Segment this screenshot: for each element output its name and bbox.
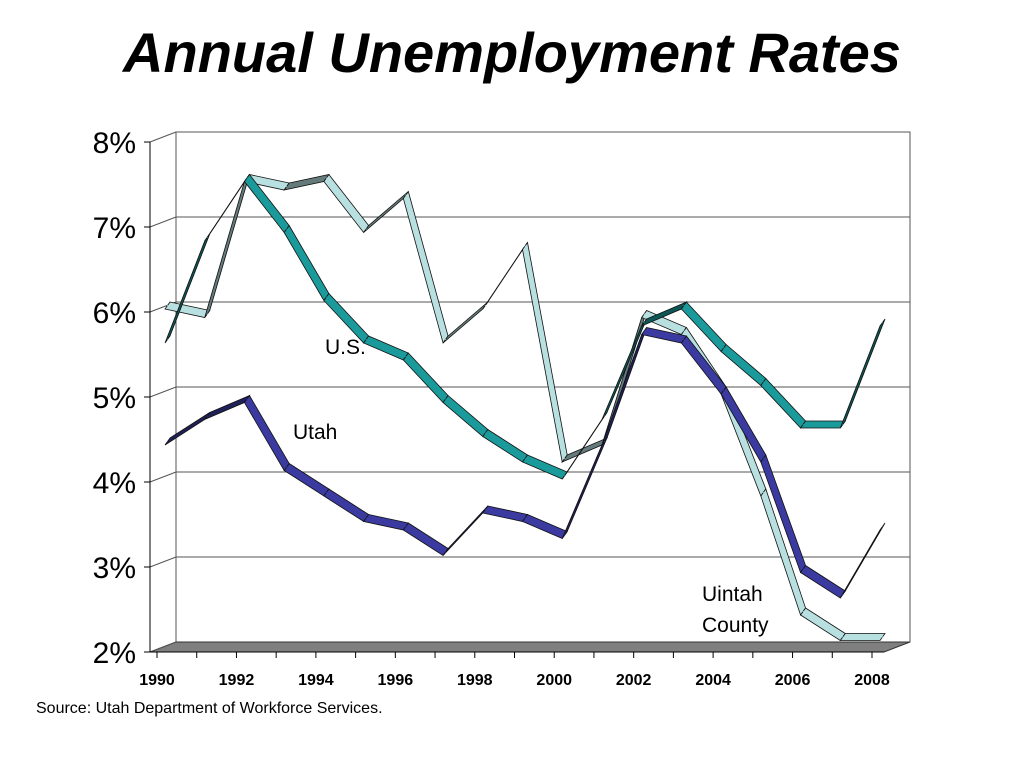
y-tick-label: 3% bbox=[93, 552, 136, 585]
series-point bbox=[286, 228, 288, 230]
series-point bbox=[842, 594, 844, 595]
chart-title: Annual Unemployment Rates bbox=[123, 21, 901, 84]
series-point bbox=[445, 398, 447, 400]
series-point bbox=[445, 551, 447, 553]
series-point bbox=[325, 492, 327, 493]
series-point bbox=[842, 636, 844, 638]
series-point bbox=[325, 177, 327, 179]
x-tick-label: 2004 bbox=[695, 672, 731, 689]
series-point bbox=[484, 509, 486, 510]
x-tick-label: 2000 bbox=[536, 672, 572, 689]
series-point bbox=[842, 424, 844, 425]
series-point bbox=[564, 534, 566, 536]
series-point bbox=[484, 305, 486, 306]
series-point bbox=[643, 322, 645, 323]
gridline-depth bbox=[149, 556, 177, 568]
x-tick-label: 1990 bbox=[139, 672, 175, 689]
gridline-depth bbox=[149, 641, 177, 653]
x-tick-label: 1994 bbox=[298, 672, 334, 689]
series-label: U.S. bbox=[325, 336, 366, 359]
series-label: County bbox=[702, 614, 769, 637]
x-tick-label: 2006 bbox=[775, 672, 811, 689]
series-segment bbox=[799, 420, 847, 429]
series-point bbox=[524, 517, 526, 519]
series-point bbox=[206, 415, 208, 417]
y-tick-label: 7% bbox=[93, 212, 136, 245]
line-chart: 2% 3% 4% 5% 6% 7% 8% 1990 1992 1994 1996 1998 2000 20… bbox=[93, 127, 911, 689]
gridline-depth bbox=[149, 131, 177, 143]
series-point bbox=[405, 356, 407, 357]
series-point bbox=[365, 339, 367, 340]
x-tick-label: 2002 bbox=[616, 672, 652, 689]
series-point bbox=[643, 330, 645, 332]
series-point bbox=[167, 339, 168, 340]
x-tick-label: 1998 bbox=[457, 672, 493, 689]
gridline-depth bbox=[149, 216, 177, 228]
series-point bbox=[246, 177, 248, 179]
series-point bbox=[564, 475, 566, 476]
y-tick-label: 4% bbox=[93, 467, 136, 500]
y-tick-label: 6% bbox=[93, 297, 136, 330]
series-segment bbox=[839, 522, 886, 599]
series-point bbox=[802, 568, 804, 570]
series-label: Uintah bbox=[702, 583, 763, 606]
series-point bbox=[802, 424, 804, 425]
series-point bbox=[564, 458, 566, 459]
series-point bbox=[325, 296, 327, 298]
y-tick-label: 8% bbox=[93, 127, 136, 160]
x-tick-label: 2008 bbox=[854, 672, 890, 689]
series-point bbox=[723, 347, 725, 349]
series-point bbox=[882, 322, 883, 323]
series-segment bbox=[839, 633, 886, 641]
series-point bbox=[524, 245, 526, 247]
series-point bbox=[524, 458, 526, 459]
series-point bbox=[167, 305, 168, 306]
x-tick-label: 1996 bbox=[378, 672, 414, 689]
series-point bbox=[683, 305, 685, 306]
series-point bbox=[167, 441, 168, 442]
y-tick-label: 5% bbox=[93, 382, 136, 415]
series-point bbox=[445, 339, 447, 340]
series-point bbox=[286, 186, 288, 187]
series-point bbox=[365, 517, 367, 519]
series-point bbox=[762, 458, 764, 459]
series-point bbox=[882, 636, 883, 638]
series-point bbox=[723, 390, 725, 391]
x-tick-label: 1992 bbox=[219, 672, 255, 689]
series-point bbox=[643, 313, 645, 315]
source-note: Source: Utah Department of Workforce Ser… bbox=[36, 700, 383, 717]
series-point bbox=[762, 381, 764, 383]
series-point bbox=[206, 237, 208, 238]
plot-floor bbox=[149, 641, 911, 653]
series-point bbox=[286, 466, 288, 468]
gridline-depth bbox=[149, 386, 177, 398]
gridline-depth bbox=[149, 471, 177, 483]
series-segment bbox=[839, 318, 886, 429]
series-point bbox=[603, 415, 605, 417]
series-point bbox=[405, 526, 407, 527]
series-point bbox=[802, 611, 804, 612]
series-point bbox=[405, 194, 407, 196]
y-tick-label: 2% bbox=[93, 637, 136, 670]
series-point bbox=[683, 330, 685, 332]
series-point bbox=[206, 313, 208, 315]
series-point bbox=[365, 228, 367, 230]
series-point bbox=[603, 441, 605, 442]
series-point bbox=[882, 526, 883, 527]
series-label: Utah bbox=[293, 421, 337, 444]
series-point bbox=[484, 432, 486, 434]
series-point bbox=[683, 339, 685, 340]
series-point bbox=[762, 492, 764, 493]
series-point bbox=[246, 398, 248, 400]
